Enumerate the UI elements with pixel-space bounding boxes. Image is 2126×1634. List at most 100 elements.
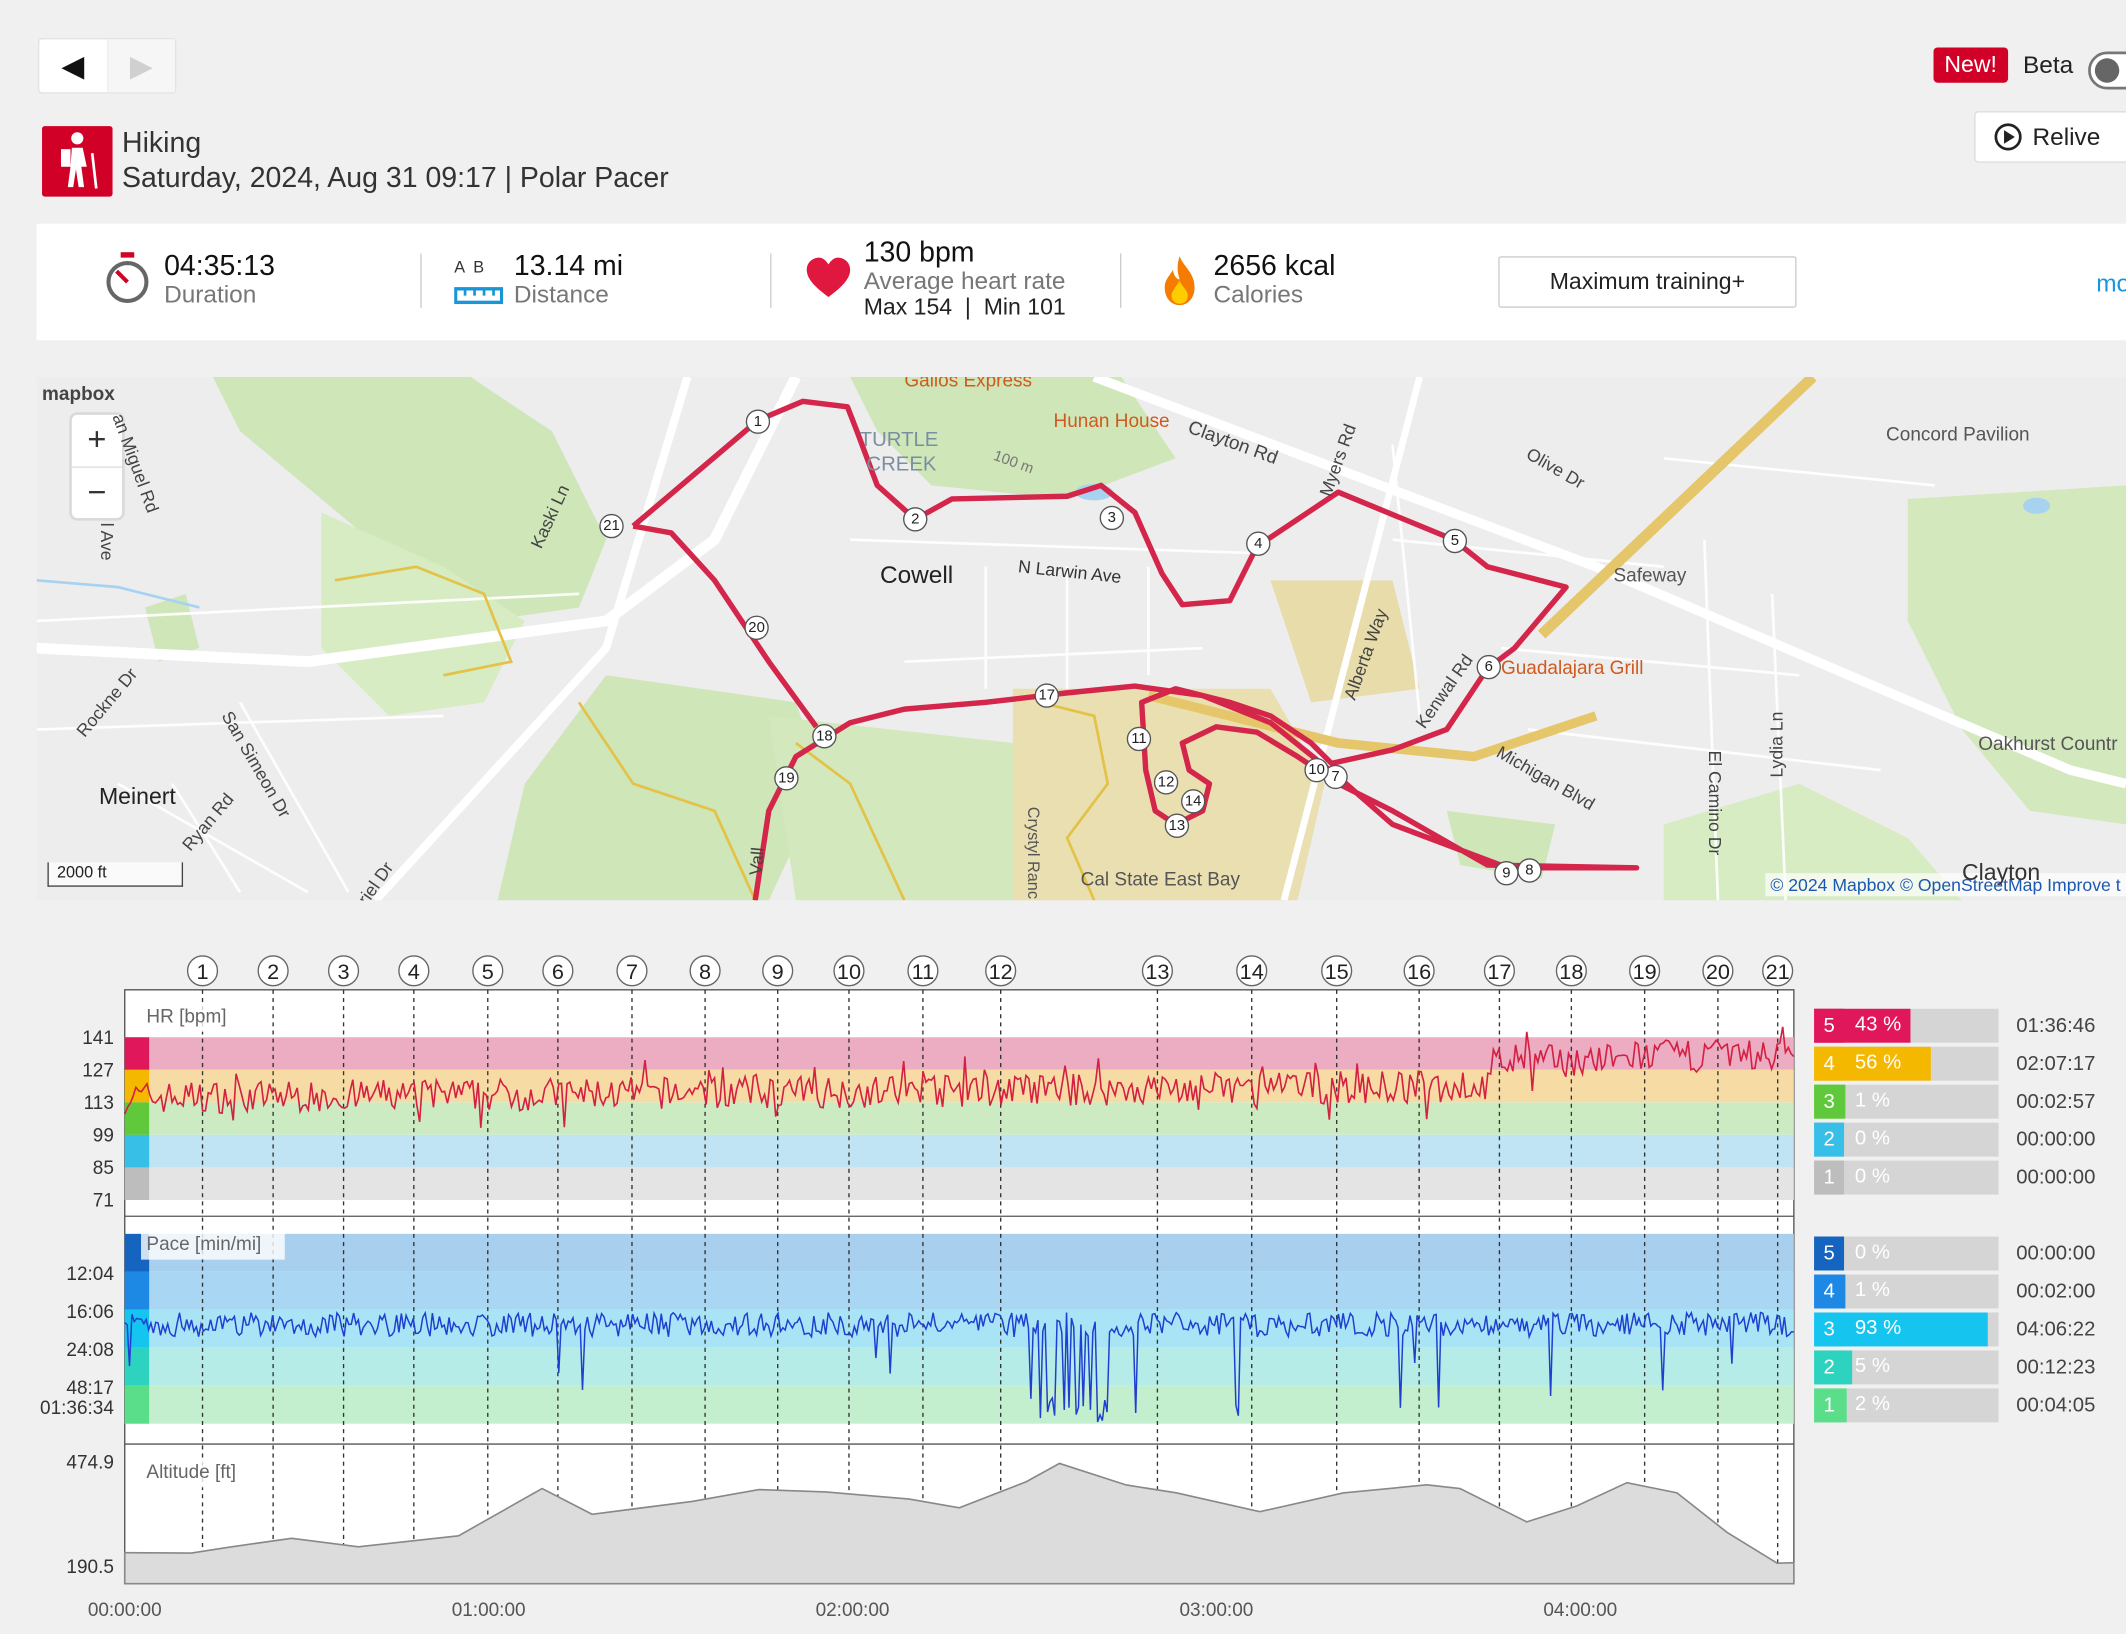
altitude-title: Altitude [ft] (146, 1462, 236, 1483)
hr-max-min: Max 154 | Min 101 (863, 294, 1066, 320)
route-lap-8[interactable]: 8 (1517, 858, 1542, 883)
lap-marker-12: 12 (989, 959, 1013, 984)
training-graph[interactable]: 1 2 3 4 5 6 7 8 9 10 11 12 13 14 15 16 17 18 19 20 21 HR [bpm… (0, 949, 2126, 1634)
map-label-gallos: Gallos Express (904, 376, 1033, 391)
duration-label: Duration (164, 280, 257, 308)
hr-zone-5: 5 43 % (1814, 1008, 1999, 1043)
map-label-elcamino: El Camino Dr (1705, 750, 1726, 856)
pace-zone-4: 4 1 % (1814, 1274, 1999, 1309)
map-label-concord-pav: Concord Pavilion (1886, 423, 2030, 445)
route-lap-6[interactable]: 6 (1476, 654, 1501, 680)
lap-marker-10: 10 (837, 959, 861, 984)
pace-tick: 12:04 (66, 1264, 113, 1285)
lap-marker-15: 15 (1325, 959, 1349, 984)
pace-zone-band (124, 1385, 1794, 1424)
hr-zone-swatch (124, 1134, 150, 1168)
title-bg (141, 1229, 285, 1260)
lap-marker-2: 2 (267, 959, 279, 984)
pace-zone-band (124, 1233, 1794, 1272)
map-label-vall: Vall (745, 846, 768, 877)
route-lap-9[interactable]: 9 (1494, 860, 1519, 886)
hr-zone-band (124, 1167, 1794, 1200)
pace-tick: 16:06 (66, 1302, 113, 1323)
lap-marker-14: 14 (1240, 959, 1264, 984)
map-label-meinert: Meinert (98, 783, 176, 810)
zone-percent: 2 % (1854, 1392, 1890, 1416)
zone-number: 5 (1814, 1008, 1845, 1043)
route-lap-18[interactable]: 18 (812, 724, 837, 749)
relive-label: Relive (2032, 122, 2101, 150)
route-lap-19[interactable]: 19 (774, 766, 799, 791)
altitude-tick-max: 474.9 (66, 1452, 113, 1473)
route-lap-17[interactable]: 17 (1034, 683, 1059, 708)
hr-tick-71: 71 (93, 1191, 114, 1212)
route-lap-2[interactable]: 2 (903, 507, 928, 532)
altitude-tick-min: 190.5 (66, 1557, 113, 1578)
map-label-crystyl: Crystyl Ranc (1023, 806, 1043, 899)
route-lap-5[interactable]: 5 (1442, 528, 1468, 554)
pace-zone-swatch (124, 1271, 150, 1310)
toggle-knob (2094, 58, 2120, 83)
training-benefit-button[interactable]: Maximum training+ (1498, 256, 1797, 308)
route-lap-11[interactable]: 11 (1126, 726, 1152, 752)
route-lap-12[interactable]: 12 (1153, 770, 1179, 795)
hr-title: HR [bpm] (146, 1006, 226, 1027)
lap-marker-13: 13 (1145, 959, 1169, 984)
route-lap-21[interactable]: 21 (599, 513, 624, 539)
lap-marker-11: 11 (912, 959, 935, 984)
map-label-cowell: Cowell (879, 561, 954, 589)
pace-title: Pace [min/mi] (146, 1234, 261, 1255)
distance-value: 13.14 mi (513, 250, 624, 283)
lap-marker-1: 1 (196, 959, 208, 984)
next-button[interactable]: ▶ (106, 39, 175, 93)
relive-button[interactable]: Relive (1974, 111, 2126, 163)
lap-marker-19: 19 (1633, 959, 1657, 984)
hr-zone-band (124, 1037, 1794, 1070)
map-label-lydia: Lydia Ln (1766, 711, 1787, 778)
lap-marker-8: 8 (699, 959, 711, 984)
route-lap-14[interactable]: 14 (1180, 789, 1206, 814)
route-lap-3[interactable]: 3 (1099, 505, 1125, 531)
beta-label: Beta (2023, 51, 2074, 79)
lap-navigation: ◀ ▶ (37, 37, 177, 94)
hr-zone-swatch (124, 1037, 150, 1070)
map-label-guad: Guadalajara Grill (1500, 656, 1644, 678)
map-label-calstate: Cal State East Bay (1080, 867, 1240, 890)
divider (1119, 253, 1122, 308)
zoom-in-button[interactable]: + (71, 415, 123, 468)
route-lap-20[interactable]: 20 (744, 615, 769, 640)
zone-number: 5 (1814, 1236, 1845, 1271)
zone-number: 1 (1814, 1160, 1845, 1195)
zoom-out-button[interactable]: − (87, 474, 107, 512)
map-attribution[interactable]: © 2024 Mapbox © OpenStreetMap Improve t (1764, 873, 2126, 897)
distance-label: Distance (513, 280, 609, 308)
map-canvas (36, 376, 2126, 901)
hr-zone-time: 00:00:00 (2016, 1128, 2096, 1152)
lap-marker-circle (1403, 955, 1435, 987)
hr-zone-swatch (124, 1102, 150, 1135)
pace-zone-swatch (124, 1385, 150, 1424)
lap-marker-circle (257, 955, 289, 987)
route-lap-1[interactable]: 1 (745, 409, 771, 434)
beta-toggle[interactable] (2088, 51, 2126, 90)
route-lap-10[interactable]: 10 (1304, 757, 1329, 783)
map-label-ave: l Ave (96, 522, 118, 561)
lap-marker-circle (1702, 955, 1734, 987)
pace-zone-3: 3 93 % (1814, 1312, 1999, 1347)
route-map[interactable]: mapbox + − 2000 ft © 2024 Mapbox © OpenS… (36, 376, 2126, 901)
mapbox-logo: mapbox (42, 382, 115, 405)
zone-number: 2 (1814, 1350, 1845, 1385)
zone-number: 2 (1814, 1122, 1845, 1157)
map-label-creek: CREEK (866, 452, 937, 476)
title-bg (141, 1457, 245, 1488)
more-link[interactable]: mo (2096, 269, 2126, 297)
zone-number: 4 (1814, 1046, 1845, 1081)
previous-button[interactable]: ◀ (61, 48, 85, 83)
route-lap-4[interactable]: 4 (1246, 531, 1271, 556)
title-bg (141, 1002, 245, 1032)
hr-tick-127: 127 (82, 1061, 114, 1082)
route-lap-13[interactable]: 13 (1164, 813, 1190, 838)
hr-zone-time: 00:02:57 (2016, 1090, 2096, 1114)
distance-ab-label: A B (454, 257, 485, 277)
